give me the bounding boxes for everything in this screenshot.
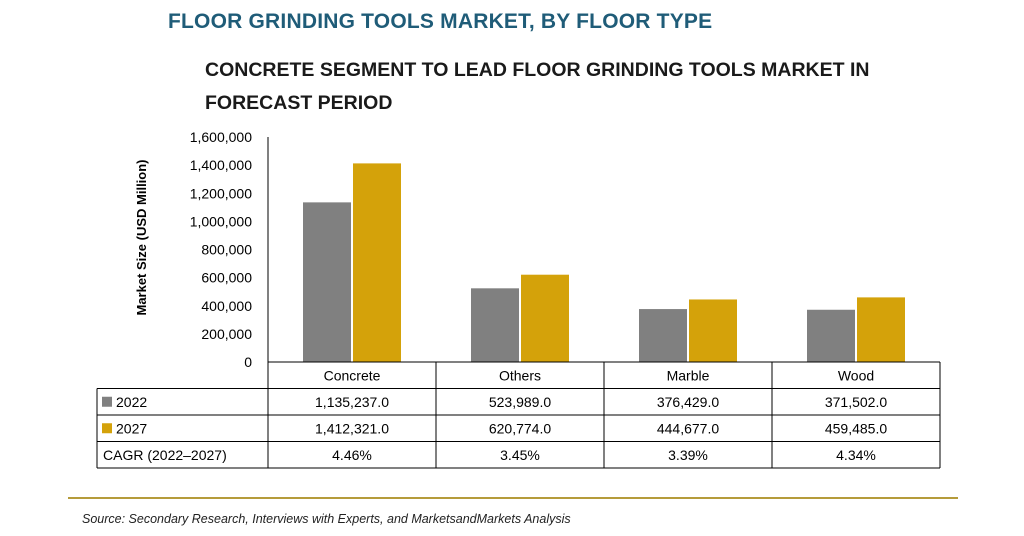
y-tick-label: 600,000 (201, 270, 252, 286)
y-axis-label: Market Size (USD Million) (134, 159, 149, 315)
bar-2027-marble (689, 299, 737, 362)
cagr-row-label: CAGR (2022–2027) (103, 447, 227, 463)
bar-2022-wood (807, 309, 855, 362)
y-tick-label: 200,000 (201, 326, 252, 342)
chart-subtitle: CONCRETE SEGMENT TO LEAD FLOOR GRINDING … (205, 59, 870, 114)
bar-2022-marble (639, 309, 687, 362)
footer-divider (68, 497, 958, 499)
y-tick-label: 400,000 (201, 298, 252, 314)
data-label: 620,774.0 (489, 420, 551, 436)
legend-swatch-2027 (102, 423, 112, 434)
category-label: Concrete (324, 367, 381, 383)
bar-2027-wood (857, 297, 905, 362)
category-label: Marble (667, 367, 710, 383)
data-label: 444,677.0 (657, 420, 719, 436)
bar-2022-others (471, 288, 519, 362)
y-tick-label: 800,000 (201, 242, 252, 258)
legend-swatch-2022 (102, 396, 112, 407)
cagr-value: 4.34% (836, 447, 876, 463)
cagr-value: 3.39% (668, 447, 708, 463)
data-label: 371,502.0 (825, 394, 887, 410)
y-tick-label: 1,400,000 (190, 157, 252, 173)
bar-2022-concrete (303, 202, 351, 362)
data-label: 376,429.0 (657, 394, 719, 410)
source-note: Source: Secondary Research, Interviews w… (82, 512, 571, 526)
y-tick-label: 1,000,000 (190, 213, 252, 229)
data-label: 523,989.0 (489, 394, 551, 410)
data-label: 459,485.0 (825, 420, 887, 436)
data-label: 1,412,321.0 (315, 420, 389, 436)
category-label: Others (499, 367, 541, 383)
category-label: Wood (838, 367, 874, 383)
y-tick-label: 0 (244, 354, 252, 370)
y-tick-label: 1,600,000 (190, 129, 252, 145)
legend-label: 2022 (116, 394, 147, 410)
legend-label: 2027 (116, 420, 147, 436)
data-label: 1,135,237.0 (315, 394, 389, 410)
chart-title: FLOOR GRINDING TOOLS MARKET, BY FLOOR TY… (168, 10, 713, 33)
bar-chart: 1,600,000 1,400,000 1,200,000 1,000,000 800,… (96, 129, 941, 469)
cagr-value: 4.46% (332, 447, 372, 463)
cagr-value: 3.45% (500, 447, 540, 463)
bar-2027-concrete (353, 163, 401, 362)
y-tick-label: 1,200,000 (190, 185, 252, 201)
bar-2027-others (521, 274, 569, 362)
